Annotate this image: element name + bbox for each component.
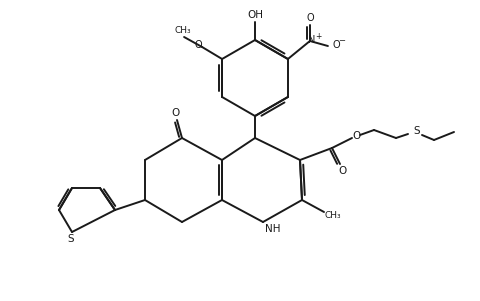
Text: OH: OH [247,10,263,20]
Text: O: O [171,108,180,118]
Text: NH: NH [264,224,280,234]
Text: O: O [352,131,360,141]
Text: O: O [331,40,339,50]
Text: −: − [338,36,345,45]
Text: CH₃: CH₃ [324,212,341,221]
Text: S: S [68,234,74,244]
Text: O: O [305,13,313,23]
Text: S: S [413,126,420,136]
Text: CH₃: CH₃ [174,26,191,35]
Text: N: N [308,35,315,45]
Text: O: O [338,166,347,176]
Text: +: + [314,32,321,41]
Text: O: O [194,40,202,50]
